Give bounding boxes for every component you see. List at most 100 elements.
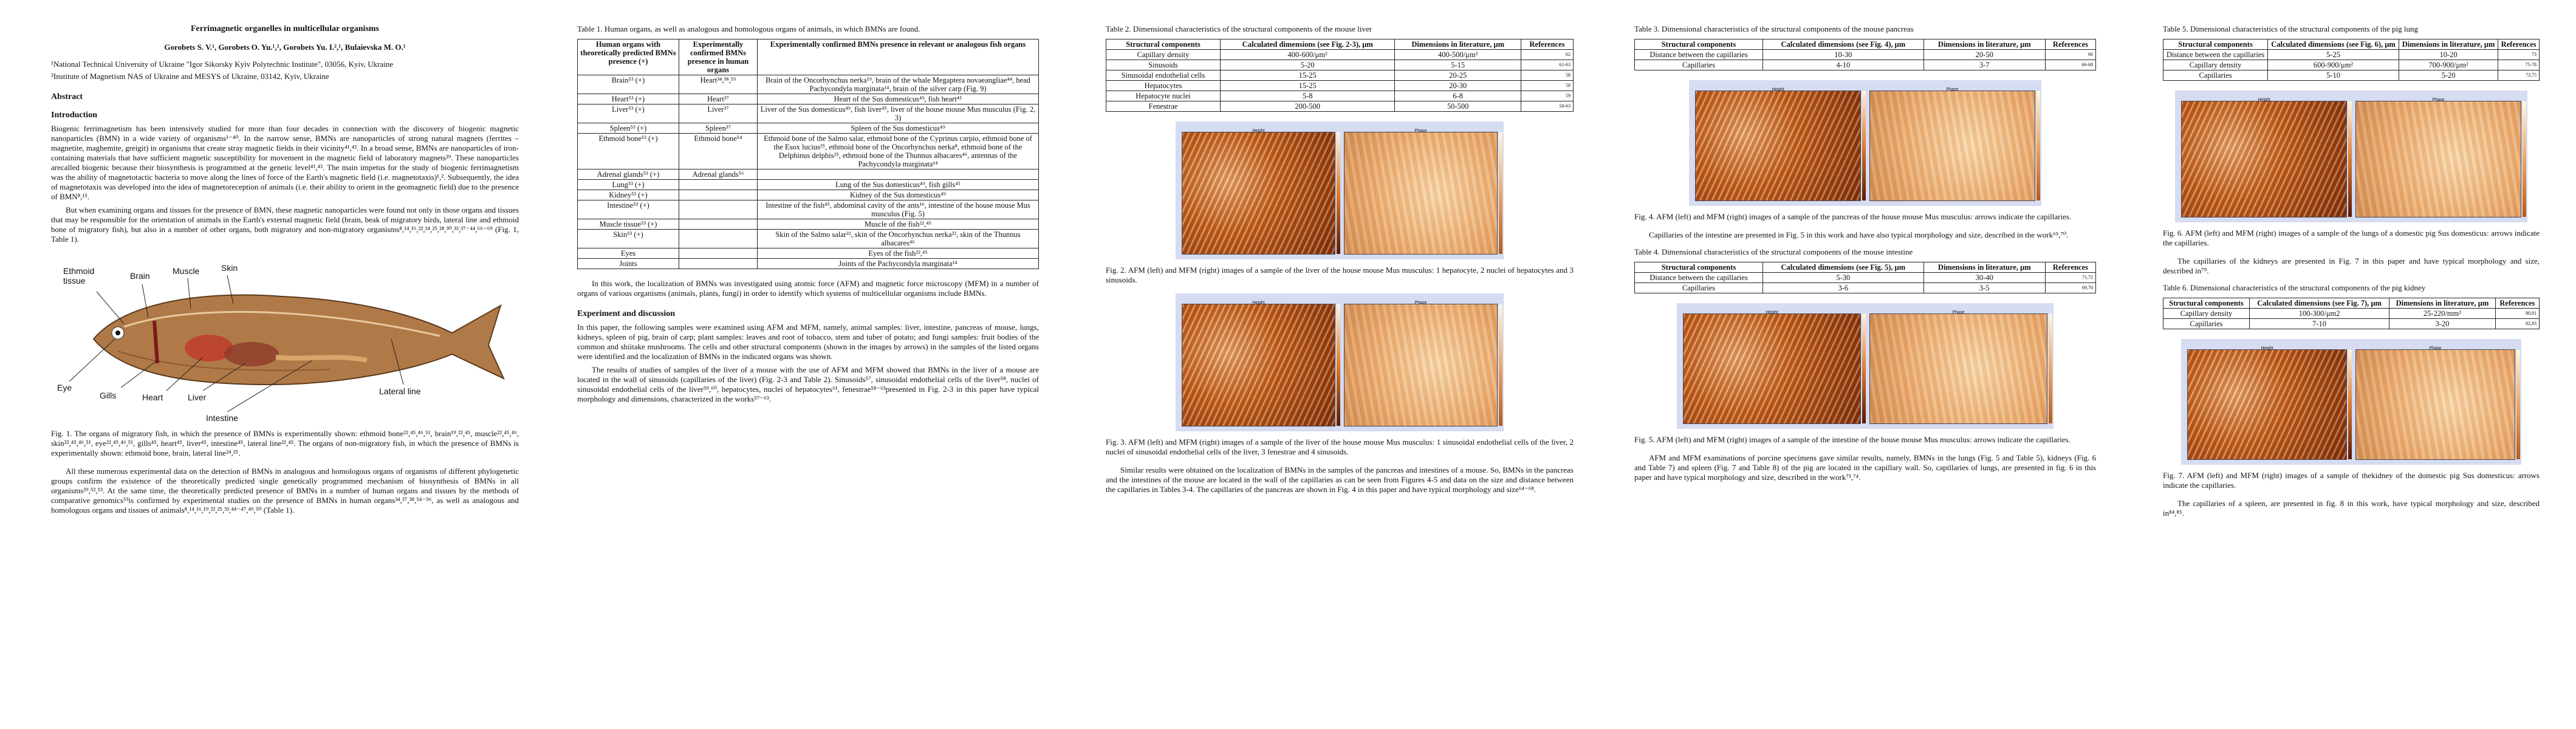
table-cell: Capillaries	[1634, 60, 1764, 70]
afm-height-panel: Height	[1182, 126, 1340, 255]
reference-cell: 58	[1520, 70, 1574, 81]
table-6-header: Calculated dimensions (see Fig. 7), μm	[2249, 298, 2390, 309]
mfm-phase-panel: Phase	[1869, 308, 2052, 424]
table-6-header: Structural components	[2163, 298, 2250, 309]
phase-colorbar	[2523, 101, 2526, 217]
column-4: Table 3. Dimensional characteristics of …	[1634, 24, 2097, 486]
phase-colorbar	[2516, 350, 2520, 459]
paragraph-pancreas: Capillaries of the intestine are present…	[1649, 230, 2069, 239]
table-1-header: Experimentally confirmed BMNs presence i…	[756, 39, 1040, 75]
table-cell: Capillaries	[1634, 282, 1764, 293]
afm-height-panel: Height	[1683, 308, 1866, 424]
afm-height-image	[2187, 349, 2347, 460]
afm-height-image	[1182, 304, 1335, 426]
height-label: Height	[2261, 346, 2273, 351]
authors: Gorobets S. V.¹, Gorobets O. Yu.¹,², Gor…	[164, 43, 406, 52]
table-1-cell: Skin⁵³ (+)	[577, 229, 679, 248]
label-intestine: Intestine	[206, 413, 238, 423]
table-5-body: Distance between the capillaries 5-25 10-2…	[2162, 49, 2540, 81]
paragraph-method: In this work, the localization of BMNs w…	[577, 279, 1039, 298]
table-1-row: Kidney⁵³ (+) Kidney of the Sus domesticus…	[577, 190, 1040, 200]
table-4-header: References	[2044, 262, 2097, 273]
table-4-header: Dimensions in literature, μm	[1923, 262, 2046, 273]
table-cell: Hepatocytes	[1106, 80, 1221, 91]
fish-illustration	[69, 275, 505, 412]
reference-cell: 71,72	[2044, 272, 2097, 283]
table-2-header: Dimensions in literature, μm	[1394, 39, 1521, 50]
paragraph-pig: AFM and MFM examinations of porcine spec…	[1634, 453, 2096, 482]
table-row: Capillaries 7-10 3-20 82,83	[2163, 318, 2540, 329]
table-cell: Capillaries	[2162, 70, 2269, 81]
table-1-row: Intestine⁵³ (+) Intestine of the fish⁴⁵, …	[577, 200, 1040, 219]
table-cell: 5-8	[1219, 91, 1396, 101]
table-1-row: Lung⁵³ (+) Lung of the Sus domesticus⁴⁹, …	[577, 179, 1040, 190]
height-colorbar	[1337, 304, 1340, 426]
table-1-cell: Lung of the Sus domesticus⁴⁹, fish gills…	[756, 179, 1040, 190]
table-cell: 100-300/μm2	[2249, 308, 2390, 319]
height-label: Height	[1252, 301, 1265, 305]
table-cell: 400-600/μm²	[1219, 49, 1396, 60]
reference-cell: 58-63	[1520, 101, 1574, 112]
table-1: Human organs with theoretically predicte…	[577, 39, 1040, 269]
table-row: Fenestrae 200-500 50-500 58-63	[1106, 101, 1574, 112]
table-6: Structural components Calculated dimensi…	[2163, 298, 2540, 329]
table-1-row: Spleen⁵³ (+) Spleen³⁷ Spleen of the Sus do…	[577, 123, 1040, 134]
table-3-caption: Table 3. Dimensional characteristics of …	[1634, 24, 1914, 33]
figure-5-afm-mfm: Height Phase	[1677, 303, 2054, 429]
table-1-cell: Spleen of the Sus domesticus⁴⁹	[756, 123, 1040, 134]
table-1-cell: Liver⁵³ (+)	[577, 104, 679, 123]
table-row: Distance between the capillaries 10-30 20-…	[1634, 49, 2097, 60]
figure-6-caption: Fig. 6. AFM (left) and MFM (right) image…	[2163, 228, 2540, 247]
paragraph-similar-results: Similar results were obtained on the loc…	[1106, 465, 1574, 494]
table-1-cell	[678, 248, 758, 259]
experiment-heading: Experiment and discussion	[577, 309, 676, 318]
table-1-row: Eyes Eyes of the fish²²,⁴⁵	[577, 248, 1040, 259]
table-5-caption: Table 5. Dimensional characteristics of …	[2163, 24, 2419, 33]
affiliation-2: ²Institute of Magnetism NAS of Ukraine a…	[51, 72, 329, 81]
table-cell: Distance between the capillaries	[1634, 272, 1764, 283]
table-1-cell: Kidney of the Sus domesticus⁴⁹	[756, 190, 1040, 200]
table-1-cell: Ethmoid bone of the Salmo salar, ethmoid…	[756, 133, 1040, 169]
table-1-cell: Spleen⁵³ (+)	[577, 123, 679, 134]
label-skin: Skin	[221, 263, 238, 273]
paper-title: Ferrimagnetic organelles in multicellula…	[190, 24, 380, 33]
table-1-row: Joints Joints of the Pachycondyla margina…	[577, 258, 1040, 269]
figure-1-caption: Fig. 1. The organs of migratory fish, in…	[51, 429, 519, 457]
table-1-header: Human organs with theoretically predicte…	[577, 39, 679, 75]
table-cell: 3-20	[2389, 318, 2496, 329]
table-2-header: References	[1520, 39, 1574, 50]
table-1-cell: Heart³⁷	[678, 94, 758, 104]
table-cell: 4-10	[1762, 60, 1924, 70]
table-cell: 5-10	[2267, 70, 2399, 81]
table-cell: 7-10	[2249, 318, 2390, 329]
phase-label: Phase	[1414, 129, 1427, 133]
mfm-phase-image	[1344, 132, 1498, 255]
label-eye: Eye	[57, 383, 72, 392]
reference-cell: 62	[1520, 49, 1574, 60]
table-cell: Sinusoidal endothelial cells	[1106, 70, 1221, 81]
table-1-cell	[678, 200, 758, 219]
fish-organs-figure: Ethmoid tissue Brain Muscle Skin Eye Gil…	[51, 248, 519, 424]
afm-height-image	[1182, 132, 1335, 255]
column-2: Table 1. Human organs, as well as analog…	[577, 24, 1040, 408]
label-liver: Liver	[188, 392, 207, 402]
height-colorbar	[1862, 314, 1866, 423]
table-row: Sinusoidal endothelial cells 15-25 20-25 58	[1106, 70, 1574, 81]
table-3-header: References	[2044, 39, 2097, 50]
phase-label: Phase	[2432, 98, 2445, 102]
table-cell: Capillaries	[2163, 318, 2250, 329]
figure-2-afm-mfm: Height Phase	[1176, 122, 1504, 259]
table-3-body: Distance between the capillaries 10-30 20-…	[1634, 49, 2097, 70]
table-row: Distance between the capillaries 5-30 30-4…	[1634, 272, 2097, 283]
table-cell: 50-500	[1394, 101, 1521, 112]
mfm-phase-image	[2355, 101, 2521, 217]
table-cell: 200-500	[1219, 101, 1396, 112]
height-colorbar	[1337, 132, 1340, 254]
phase-colorbar	[1499, 304, 1502, 426]
figure-7-caption: Fig. 7. AFM (left) and MFM (right) image…	[2163, 471, 2540, 490]
table-cell: Capillary density	[1106, 49, 1221, 60]
phase-colorbar	[2036, 91, 2040, 200]
table-1-cell	[678, 179, 758, 190]
mfm-phase-panel: Phase	[1344, 298, 1502, 426]
paragraph-bmn-evidence: All these numerous experimental data on …	[51, 467, 519, 515]
